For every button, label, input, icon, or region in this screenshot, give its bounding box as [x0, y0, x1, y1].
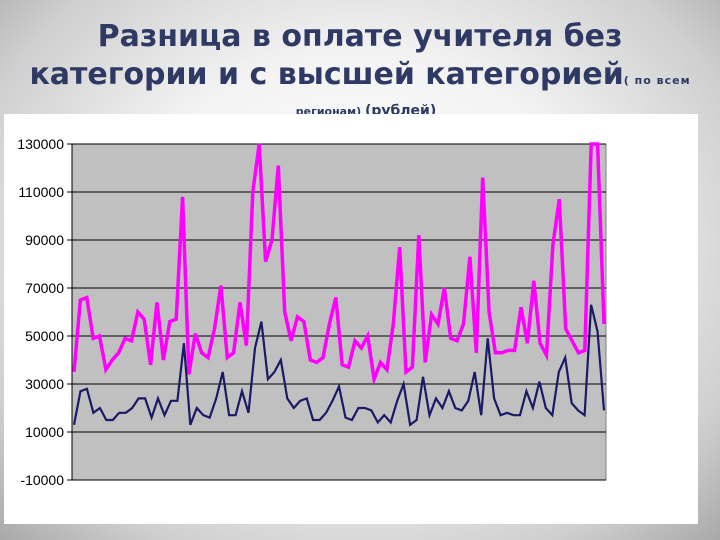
y-tick-label: 50000 — [25, 328, 64, 344]
y-tick-label: 110000 — [18, 184, 64, 200]
y-tick-label: 70000 — [25, 280, 64, 296]
plot-area — [71, 143, 607, 481]
y-tick-label: 30000 — [25, 376, 64, 392]
chart-frame: 130000 110000 90000 70000 50000 30000 10000 -10… — [4, 114, 698, 524]
title-line-2: категории и с высшей категорией — [29, 57, 624, 92]
y-tick-label: 130000 — [17, 136, 64, 152]
line-chart: 130000 110000 90000 70000 50000 30000 10000 -10… — [17, 136, 607, 488]
series-line-2 — [72, 304, 606, 427]
y-tick-label: -10000 — [20, 472, 64, 488]
chart-title: Разница в оплате учителя без категории и… — [0, 18, 720, 119]
y-tick-label: 90000 — [25, 232, 64, 248]
series-line-1 — [72, 142, 606, 387]
y-tick-label: 10000 — [25, 424, 64, 440]
title-line-2-note: ( по всем — [623, 74, 691, 87]
title-line-1: Разница в оплате учителя без — [97, 19, 623, 54]
